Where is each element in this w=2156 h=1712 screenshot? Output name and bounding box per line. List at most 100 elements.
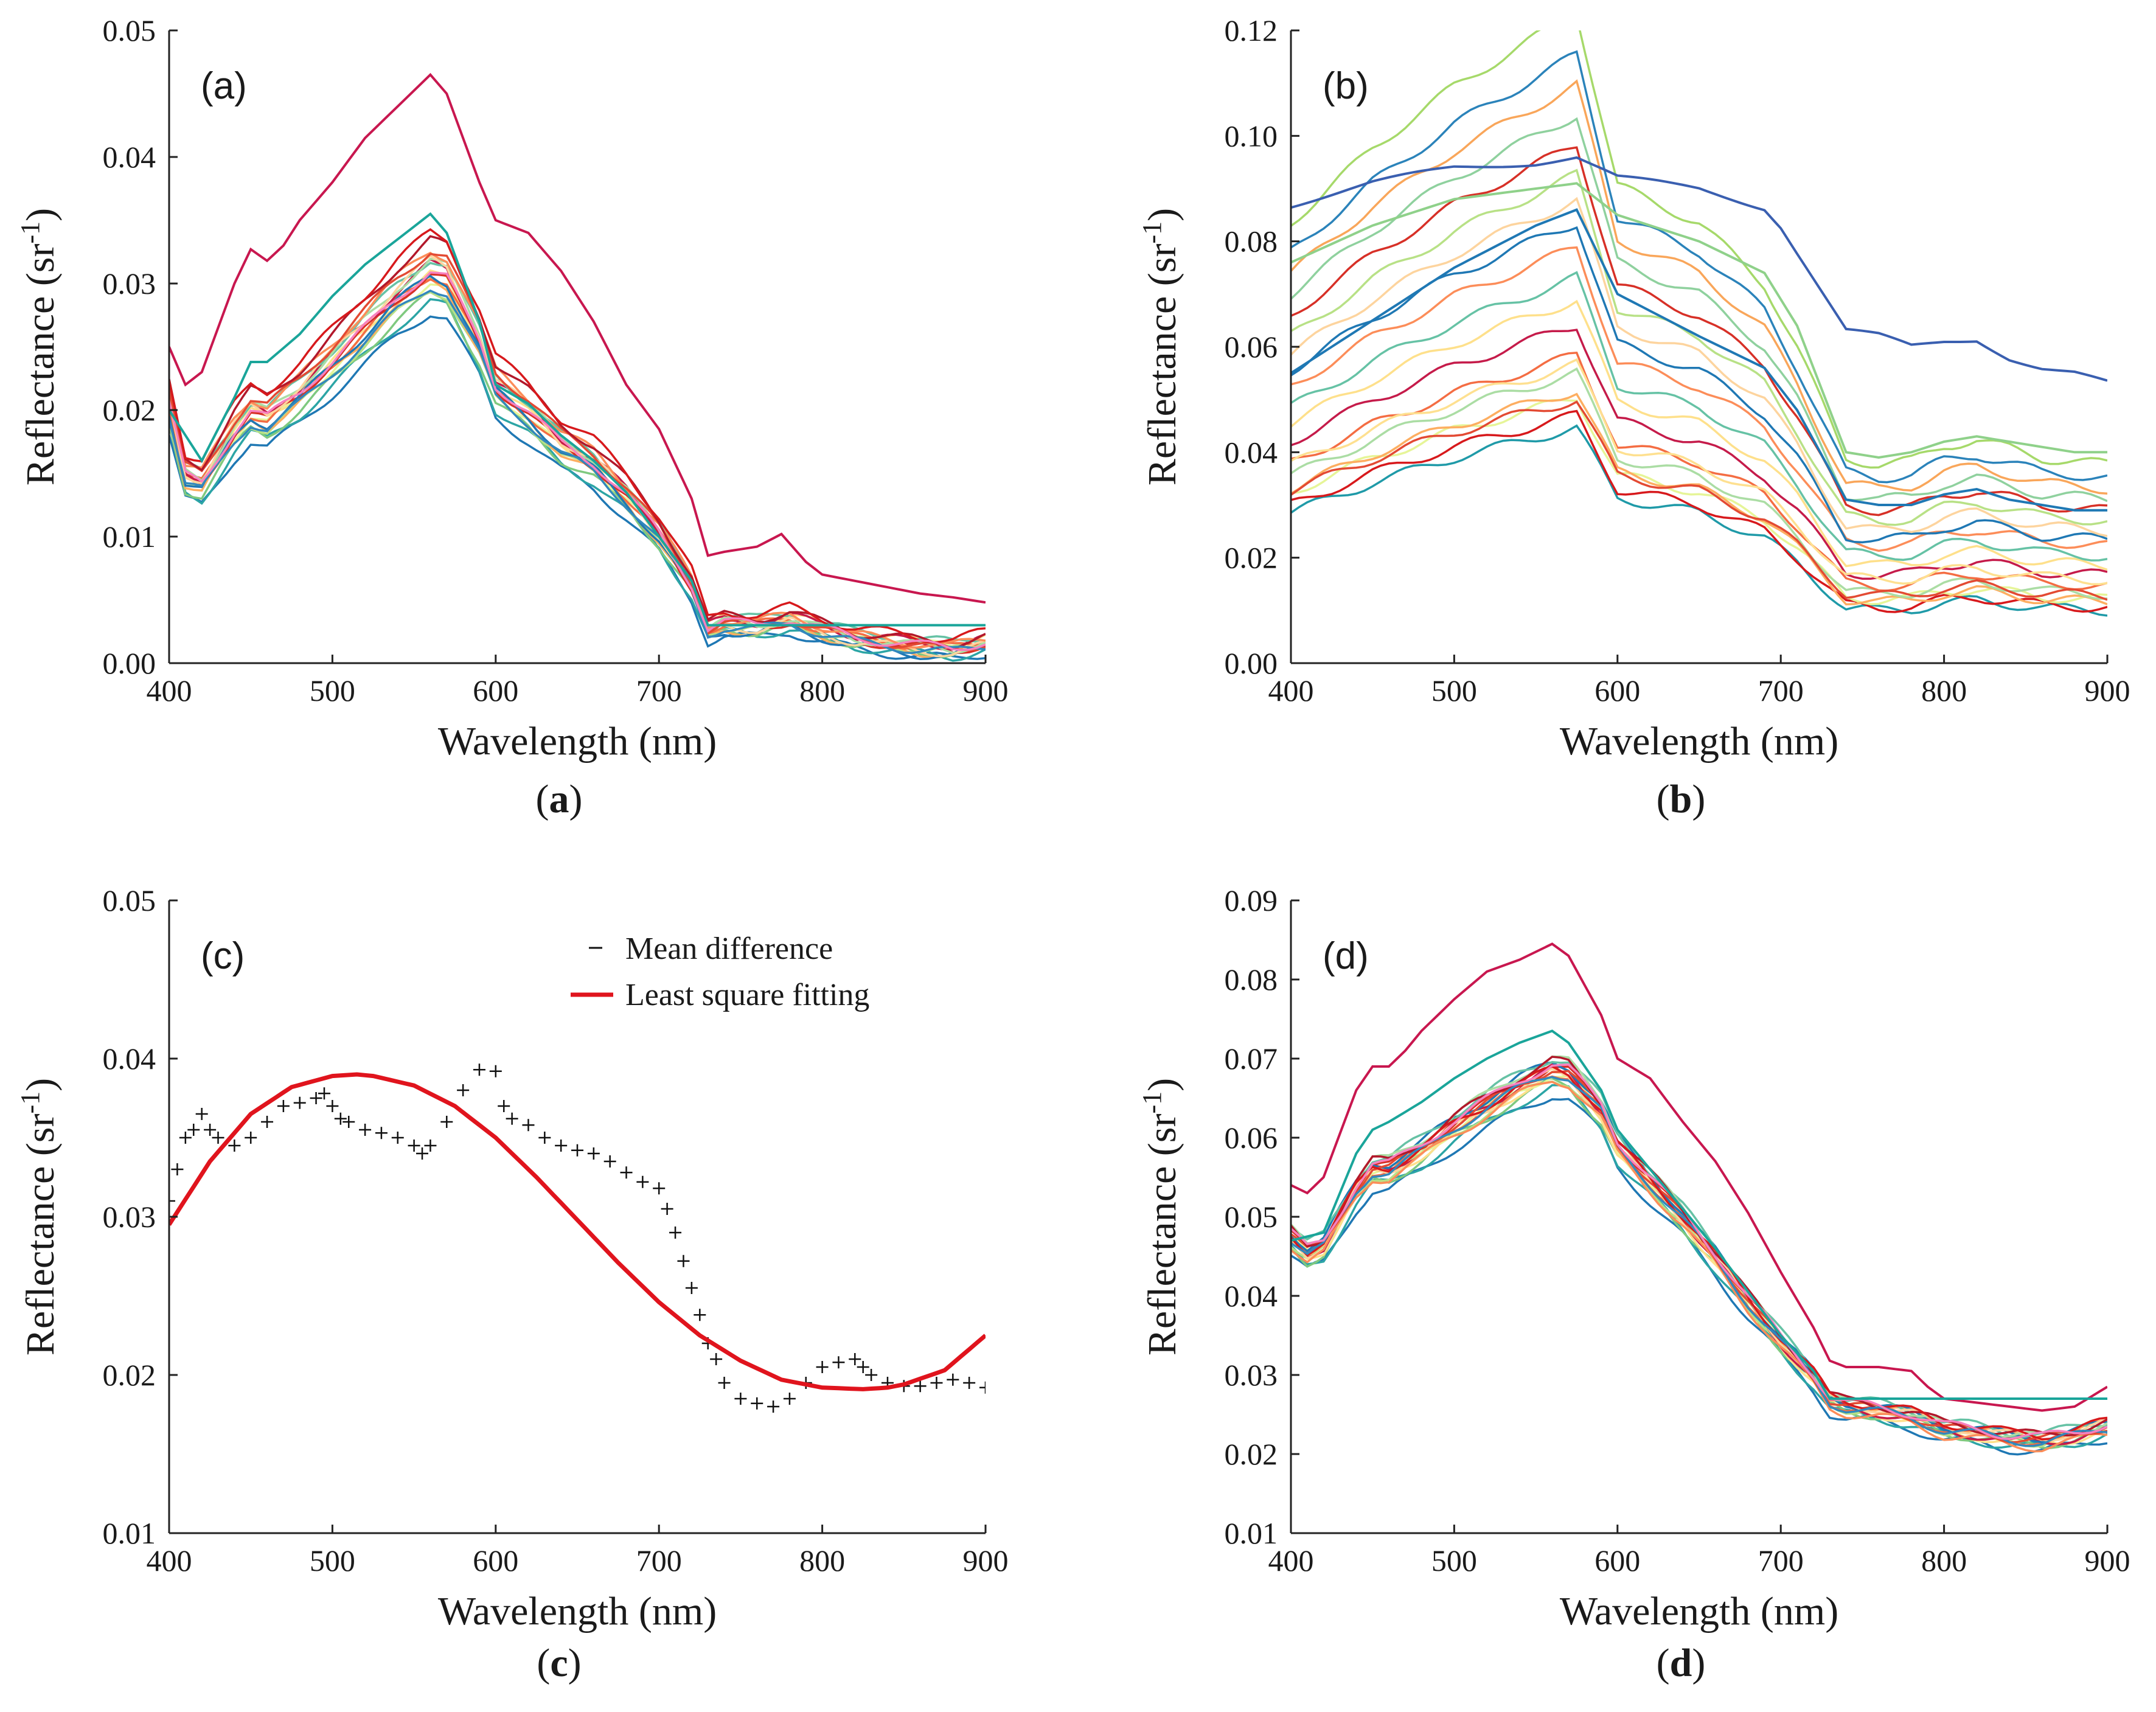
data-point bbox=[538, 1132, 551, 1144]
data-point bbox=[169, 1195, 175, 1207]
data-point bbox=[555, 1140, 568, 1152]
family-line-12 bbox=[169, 257, 986, 654]
y-tick-label: 0.01 bbox=[103, 1516, 156, 1550]
series-line-outlier bbox=[1291, 942, 2107, 1412]
plot-area bbox=[1291, 30, 2107, 617]
data-point bbox=[677, 1254, 690, 1267]
family-line-10 bbox=[169, 274, 986, 660]
plot-area bbox=[169, 72, 986, 662]
y-tick-label: 0.04 bbox=[103, 140, 156, 174]
data-point bbox=[661, 1203, 673, 1215]
data-point bbox=[261, 1116, 274, 1128]
legend-entry: Least square fitting bbox=[625, 978, 869, 1012]
family-line-19 bbox=[1291, 358, 2107, 586]
family-line-3 bbox=[1291, 1080, 2107, 1448]
data-point bbox=[963, 1377, 976, 1389]
family-line-14 bbox=[1291, 117, 2107, 503]
family-line-2 bbox=[1291, 398, 2107, 605]
x-tick-label: 500 bbox=[1431, 673, 1477, 708]
data-point bbox=[522, 1119, 535, 1132]
family-line-8 bbox=[1291, 271, 2107, 562]
x-tick-label: 400 bbox=[1268, 673, 1314, 708]
y-tick-label: 0.04 bbox=[1225, 435, 1278, 469]
data-point bbox=[653, 1182, 666, 1195]
data-point bbox=[293, 1096, 306, 1109]
family-line-4 bbox=[1291, 1074, 2107, 1444]
data-point bbox=[212, 1132, 224, 1144]
data-point bbox=[179, 1132, 192, 1144]
family-line-3 bbox=[1291, 392, 2107, 606]
family-line-17 bbox=[169, 228, 986, 644]
x-tick-label: 700 bbox=[1758, 673, 1804, 708]
x-tick-label: 700 bbox=[1758, 1543, 1804, 1578]
x-tick-label: 800 bbox=[799, 1543, 845, 1578]
panel-label: (a) bbox=[201, 65, 247, 107]
data-point bbox=[620, 1166, 633, 1179]
y-tick-label: 0.06 bbox=[1225, 1121, 1278, 1155]
y-tick-label: 0.00 bbox=[103, 646, 156, 680]
family-line-5 bbox=[1291, 1070, 2107, 1446]
series-line-outlier bbox=[169, 72, 986, 604]
data-point bbox=[694, 1309, 706, 1321]
x-tick-label: 500 bbox=[310, 673, 355, 708]
family-line-4 bbox=[1291, 367, 2107, 600]
data-point bbox=[204, 1124, 217, 1136]
x-axis-label: Wavelength (nm) bbox=[438, 719, 717, 764]
data-point bbox=[603, 1155, 616, 1167]
y-tick-label: 0.09 bbox=[1225, 883, 1278, 917]
y-tick-label: 0.02 bbox=[103, 1358, 156, 1392]
family-line-0 bbox=[169, 315, 986, 660]
x-axis-label: Wavelength (nm) bbox=[1560, 719, 1838, 764]
x-tick-label: 900 bbox=[963, 1543, 1009, 1578]
family-line-18 bbox=[169, 289, 986, 654]
y-tick-label: 0.06 bbox=[1225, 330, 1278, 364]
data-point bbox=[571, 1144, 583, 1157]
family-line-6 bbox=[169, 277, 986, 659]
family-line-14 bbox=[169, 251, 986, 649]
y-tick-label: 0.07 bbox=[1225, 1042, 1278, 1076]
y-tick-label: 0.05 bbox=[103, 883, 156, 917]
family-line-19 bbox=[169, 271, 986, 652]
fit-line bbox=[169, 1072, 986, 1391]
series-line-upper-teal bbox=[169, 212, 986, 627]
y-tick-label: 0.12 bbox=[1225, 13, 1278, 47]
y-tick-label: 0.00 bbox=[1225, 646, 1278, 680]
family-line-11 bbox=[1291, 197, 2107, 537]
panel-caption: (c) bbox=[537, 1641, 581, 1685]
x-tick-label: 900 bbox=[963, 673, 1009, 708]
data-point bbox=[187, 1124, 200, 1136]
data-point bbox=[767, 1401, 780, 1413]
family-line-15 bbox=[1291, 79, 2107, 495]
legend-entry: Mean difference bbox=[625, 931, 833, 966]
y-axis-label: Reflectance (sr-1) bbox=[1137, 1078, 1184, 1355]
family-line-7 bbox=[169, 278, 986, 650]
data-point bbox=[587, 1147, 600, 1160]
data-point bbox=[195, 1108, 208, 1120]
family-line-16 bbox=[1291, 50, 2107, 484]
data-point bbox=[408, 1140, 420, 1152]
legend: Mean difference Least square fitting bbox=[571, 931, 869, 1012]
panel-caption: (b) bbox=[1657, 777, 1706, 821]
data-point bbox=[930, 1377, 943, 1389]
data-point bbox=[391, 1132, 404, 1144]
data-point bbox=[751, 1397, 763, 1410]
chart-b: 400 500 600 700 800 900 0.00 0.02 0.04 0.06 0.08 0.… bbox=[1137, 13, 2130, 821]
data-point bbox=[318, 1087, 330, 1100]
y-tick-label: 0.10 bbox=[1225, 119, 1278, 153]
data-point bbox=[277, 1100, 290, 1112]
x-tick-label: 400 bbox=[147, 1543, 192, 1578]
y-tick-label: 0.05 bbox=[1225, 1200, 1278, 1234]
data-point bbox=[171, 1163, 184, 1175]
data-point bbox=[865, 1369, 878, 1381]
data-point bbox=[245, 1132, 257, 1144]
x-tick-label: 500 bbox=[1431, 1543, 1477, 1578]
data-point bbox=[326, 1100, 339, 1112]
y-tick-label: 0.01 bbox=[1225, 1516, 1278, 1550]
family-line-1 bbox=[1291, 1084, 2107, 1449]
x-tick-label: 600 bbox=[1594, 1543, 1640, 1578]
x-tick-label: 500 bbox=[310, 1543, 355, 1578]
x-axis-label: Wavelength (nm) bbox=[1560, 1589, 1838, 1634]
x-tick-label: 900 bbox=[2085, 673, 2130, 708]
series-line-upper-teal bbox=[1291, 1029, 2107, 1400]
